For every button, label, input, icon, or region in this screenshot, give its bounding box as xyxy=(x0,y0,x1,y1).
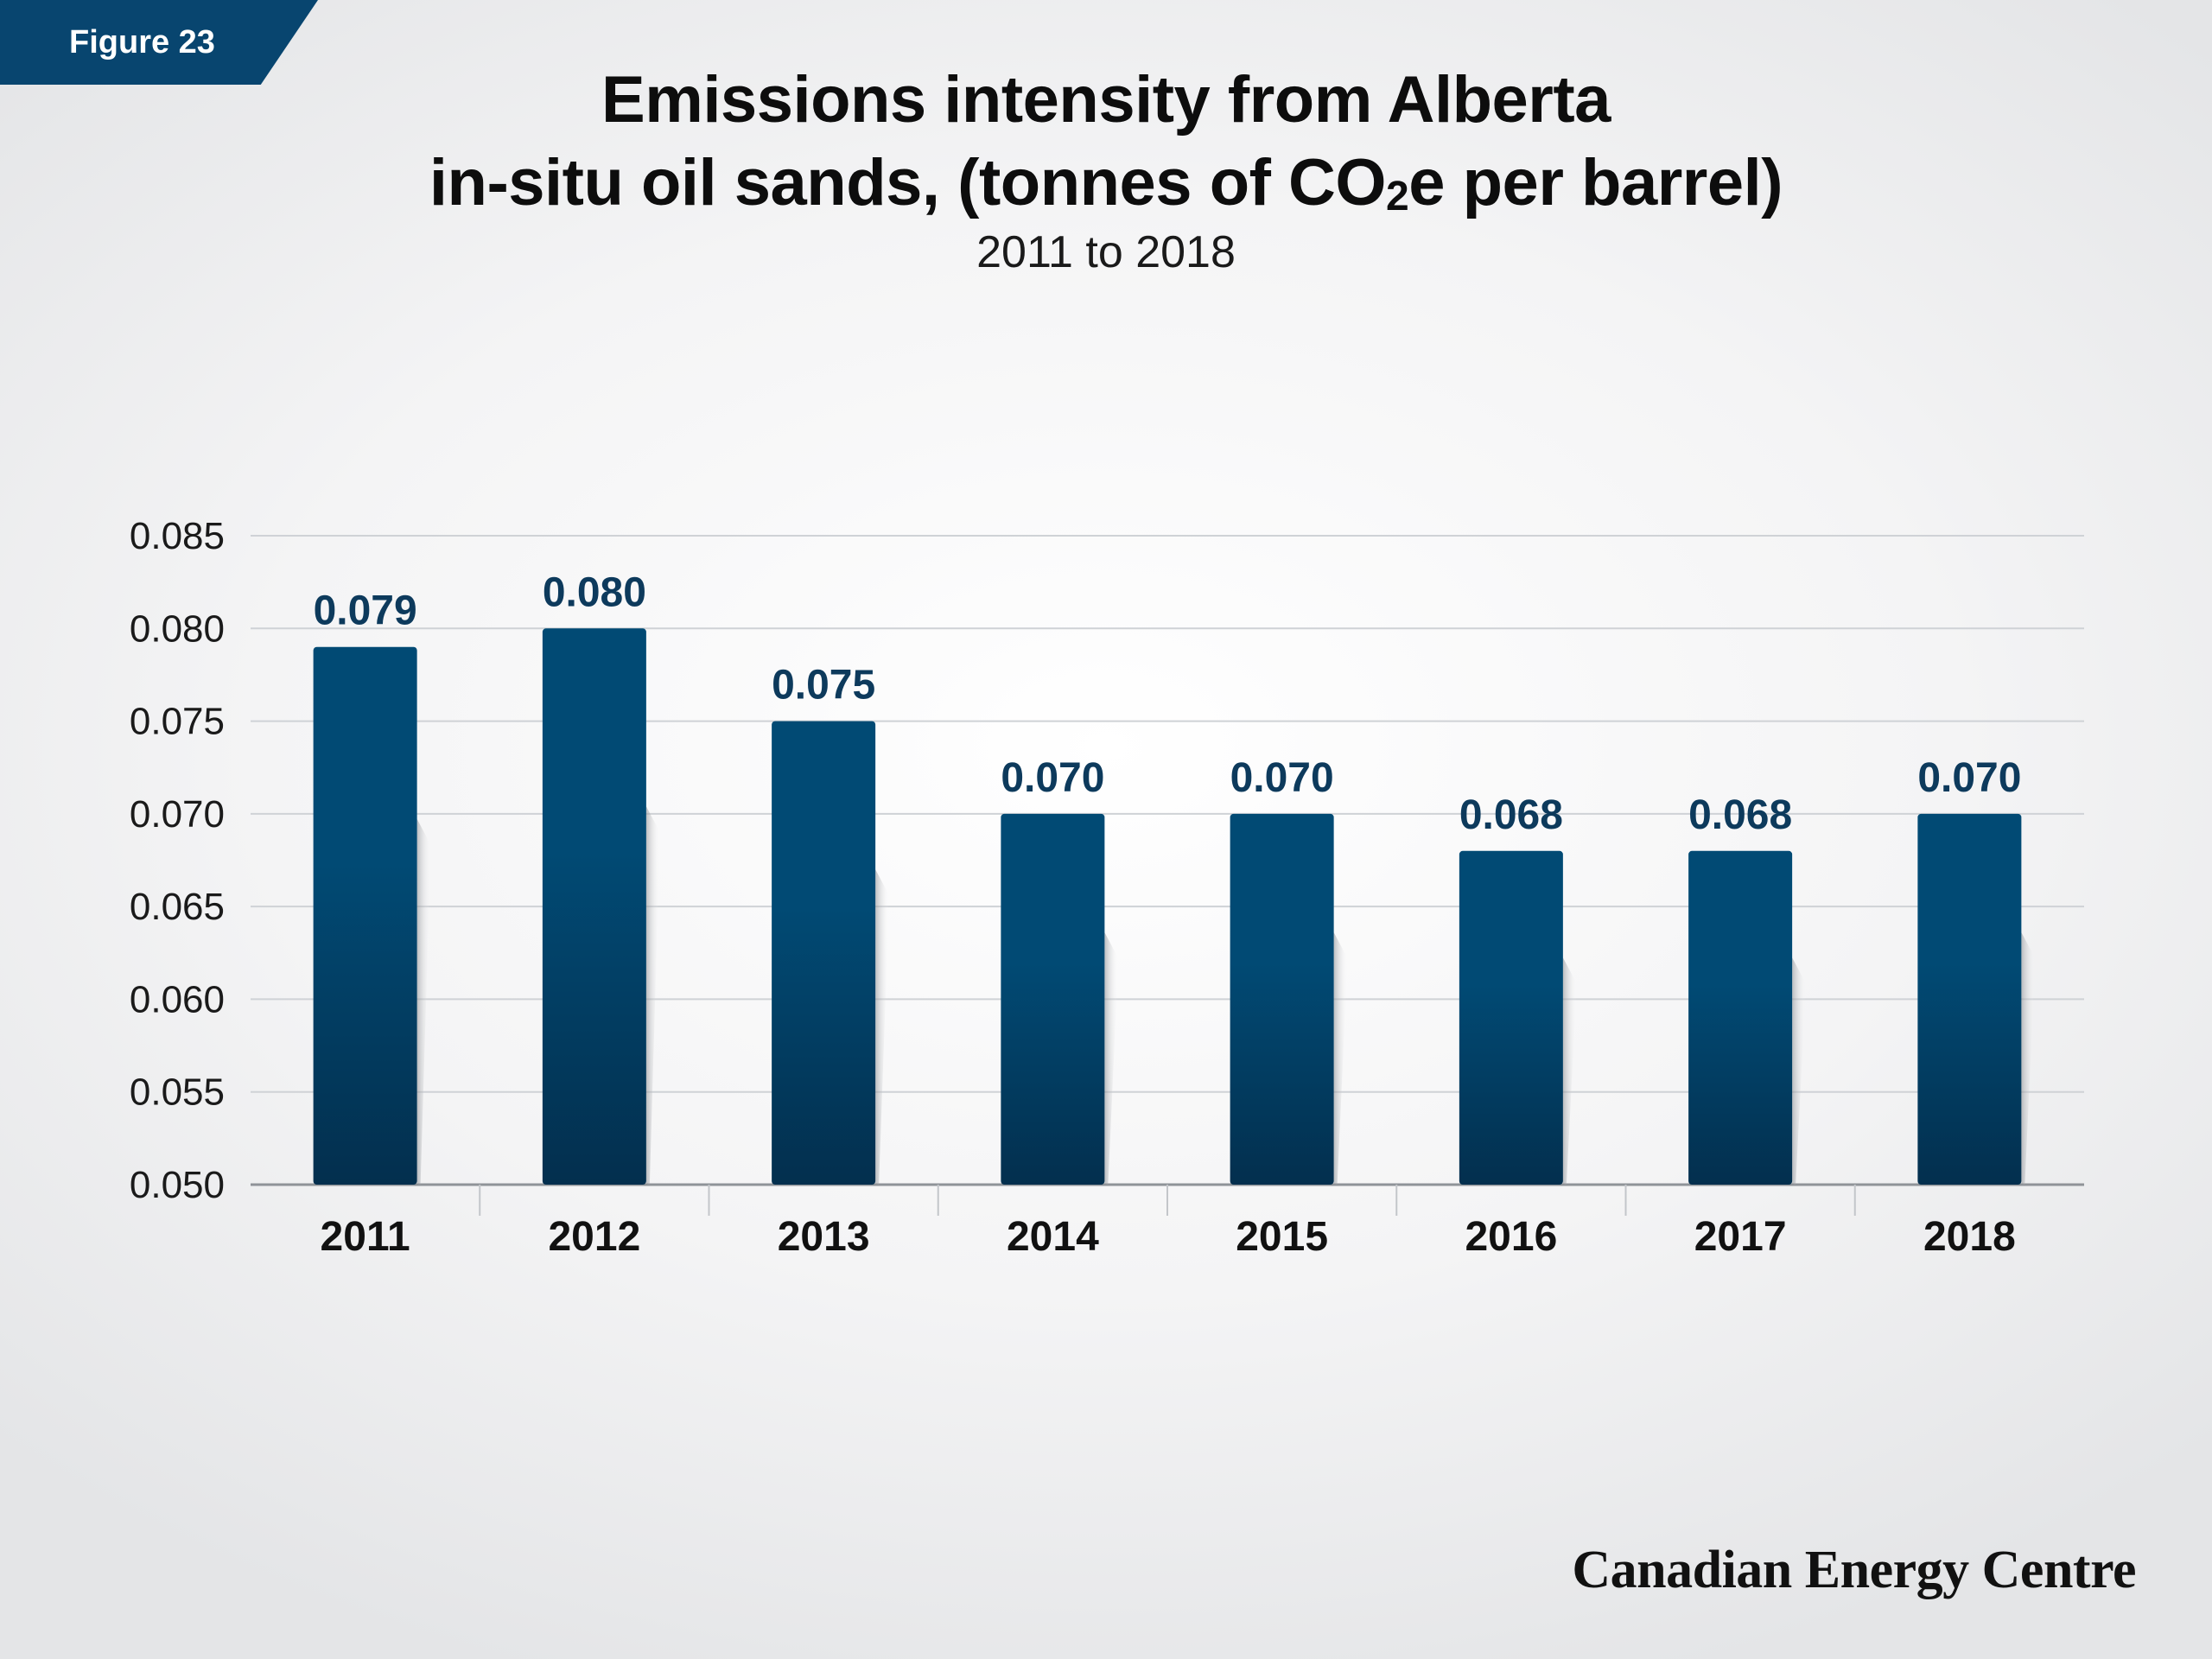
x-tick-label: 2018 xyxy=(1923,1214,2016,1260)
y-tick-label: 0.085 xyxy=(130,515,225,557)
bar xyxy=(1917,813,2022,1185)
figure-badge xyxy=(0,0,318,85)
x-tick-label: 2012 xyxy=(548,1214,640,1260)
y-tick-label: 0.070 xyxy=(130,793,225,836)
title-line-1: Emissions intensity from Alberta xyxy=(601,63,1611,137)
y-tick-label: 0.075 xyxy=(130,701,225,743)
bar-shadow xyxy=(645,806,660,1185)
x-tick-label: 2013 xyxy=(778,1214,870,1260)
title-line-2: in-situ oil sands, (tonnes of CO2e per b… xyxy=(0,142,2212,225)
bar xyxy=(1688,850,1793,1185)
data-label: 0.070 xyxy=(1230,755,1334,801)
x-tick-label: 2011 xyxy=(321,1214,410,1260)
bar-shadow xyxy=(1104,932,1119,1185)
data-label: 0.068 xyxy=(1459,792,1563,838)
y-tick-label: 0.060 xyxy=(130,978,225,1020)
brand-logo: Canadian Energy Centre xyxy=(1572,1541,2136,1599)
bar xyxy=(1001,813,1105,1185)
data-label: 0.068 xyxy=(1688,792,1792,838)
bar xyxy=(313,646,417,1185)
y-tick-label: 0.065 xyxy=(130,886,225,928)
y-tick-label: 0.080 xyxy=(130,607,225,650)
y-tick-label: 0.055 xyxy=(130,1071,225,1114)
data-label: 0.075 xyxy=(772,663,875,709)
bar-shadow xyxy=(416,818,431,1185)
chart-title: Emissions intensity from Alberta in-situ… xyxy=(0,59,2212,225)
bar xyxy=(1459,850,1563,1185)
data-label: 0.080 xyxy=(543,569,646,615)
bar xyxy=(542,628,646,1185)
data-label: 0.070 xyxy=(1917,755,2021,801)
bar-shadow xyxy=(1562,957,1577,1185)
bar-shadow xyxy=(1792,957,1807,1185)
title-line-2-suffix: e per barrel) xyxy=(1408,146,1783,219)
x-tick-label: 2017 xyxy=(1694,1214,1787,1260)
data-label: 0.070 xyxy=(1001,755,1104,801)
bar-shadow xyxy=(1333,932,1348,1185)
chart-subtitle: 2011 to 2018 xyxy=(976,227,1236,277)
figure-label: Figure 23 xyxy=(69,24,215,60)
bar-shadow xyxy=(875,869,890,1185)
bar-shadow xyxy=(2021,932,2036,1185)
x-tick-label: 2016 xyxy=(1465,1214,1557,1260)
x-tick-label: 2014 xyxy=(1007,1214,1099,1260)
y-tick-label: 0.050 xyxy=(130,1164,225,1206)
bar xyxy=(772,721,876,1185)
bar xyxy=(1230,813,1334,1185)
x-tick-label: 2015 xyxy=(1236,1214,1328,1260)
data-label: 0.079 xyxy=(314,588,417,634)
title-subscript: 2 xyxy=(1386,174,1409,219)
title-line-2-prefix: in-situ oil sands, (tonnes of CO xyxy=(429,146,1387,219)
